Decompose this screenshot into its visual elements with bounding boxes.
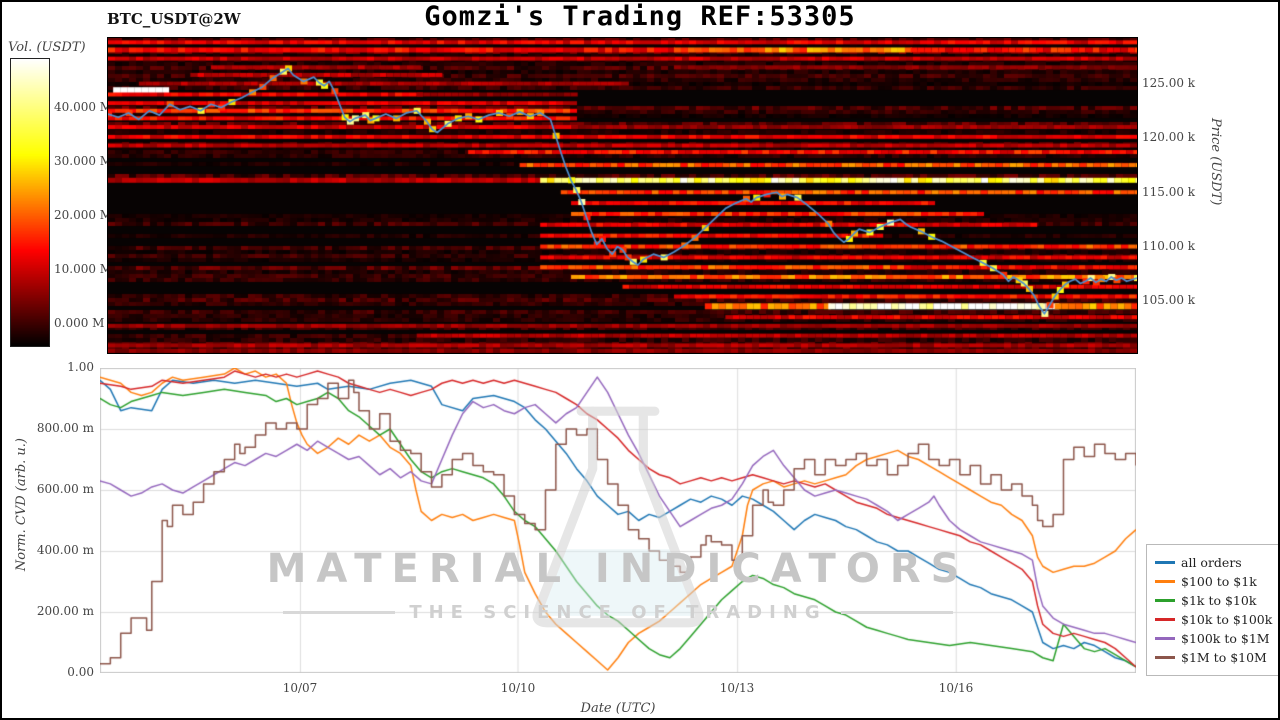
legend-label: $1M to $10M (1181, 650, 1267, 665)
cvd-chart-canvas (100, 368, 1136, 673)
date-tick-label: 10/13 (719, 681, 755, 695)
cvd-tick-label: 200.00 m (36, 604, 94, 618)
date-axis-label: Date (UTC) (580, 701, 656, 716)
legend-label: $10k to $100k (1181, 612, 1273, 627)
legend-label: $100 to $1k (1181, 574, 1257, 589)
price-tick-label: 125.00 k (1142, 76, 1196, 90)
price-tick-label: 105.00 k (1142, 293, 1196, 307)
colorbar-tick-label: 10.000 M (54, 262, 113, 276)
volume-colorbar (10, 58, 50, 347)
legend-line-swatch (1155, 618, 1175, 621)
legend-line-swatch (1155, 656, 1175, 659)
legend-line-swatch (1155, 599, 1175, 602)
cvd-tick-label: 800.00 m (36, 421, 94, 435)
colorbar-tick-label: 40.000 M (54, 100, 113, 114)
date-tick-label: 10/07 (282, 681, 318, 695)
volume-heatmap-canvas (107, 37, 1138, 354)
legend-line-swatch (1155, 580, 1175, 583)
price-tick-label: 115.00 k (1142, 185, 1196, 199)
legend-line-swatch (1155, 561, 1175, 564)
legend-label: $1k to $10k (1181, 593, 1257, 608)
legend-item-100-1k: $100 to $1k (1155, 574, 1280, 589)
colorbar-tick-label: 0.000 M (54, 316, 105, 330)
cvd-tick-label: 0.00 (67, 665, 94, 679)
colorbar-tick-label: 30.000 M (54, 154, 113, 168)
page-title: Gomzi's Trading REF:53305 (424, 1, 856, 32)
cvd-tick-label: 400.00 m (36, 543, 94, 557)
legend-label: all orders (1181, 555, 1242, 570)
legend: all orders $100 to $1k $1k to $10k $10k … (1146, 544, 1280, 676)
legend-line-swatch (1155, 637, 1175, 640)
legend-item-100k-1M: $100k to $1M (1155, 631, 1280, 646)
date-tick-label: 10/16 (938, 681, 974, 695)
colorbar-tick-label: 20.000 M (54, 208, 113, 222)
price-tick-label: 120.00 k (1142, 130, 1196, 144)
price-axis-label: Price (USDT) (1208, 118, 1223, 206)
legend-item-10k-100k: $10k to $100k (1155, 612, 1280, 627)
cvd-axis-label: Norm. CVD (arb. u.) (14, 438, 29, 572)
legend-item-1M-10M: $1M to $10M (1155, 650, 1280, 665)
colorbar-label: Vol. (USDT) (8, 40, 86, 55)
legend-item-1k-10k: $1k to $10k (1155, 593, 1280, 608)
date-tick-label: 10/10 (500, 681, 536, 695)
cvd-tick-label: 1.00 (67, 360, 94, 374)
legend-item-all-orders: all orders (1155, 555, 1280, 570)
legend-label: $100k to $1M (1181, 631, 1270, 646)
cvd-tick-label: 600.00 m (36, 482, 94, 496)
instrument-label: BTC_USDT@2W (107, 10, 241, 28)
price-tick-label: 110.00 k (1142, 239, 1196, 253)
